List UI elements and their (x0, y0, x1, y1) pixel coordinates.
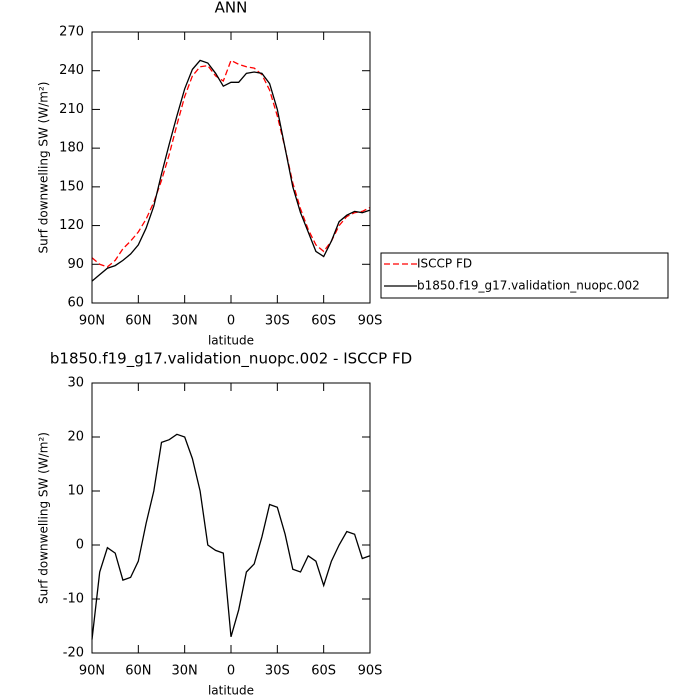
y-tick-label: 210 (59, 102, 84, 117)
series-line (91, 433, 371, 640)
x-tick-label: 30N (172, 664, 198, 679)
chart-title: ANN (215, 0, 248, 17)
x-axis-label: latitude (208, 684, 254, 698)
x-tick-label: 90S (358, 664, 383, 679)
legend-box (380, 252, 669, 299)
chart-title: b1850.f19_g17.validation_nuopc.002 - ISC… (50, 350, 412, 369)
y-tick-label: 20 (67, 430, 84, 445)
x-tick-label: 60S (311, 664, 336, 679)
y-tick-label: -10 (63, 592, 84, 607)
x-tick-label: 30N (172, 314, 198, 329)
y-tick-label: 120 (59, 218, 84, 233)
legend-label: b1850.f19_g17.validation_nuopc.002 (417, 279, 640, 293)
x-tick-label: 60N (125, 664, 151, 679)
y-tick-label: 180 (59, 141, 84, 156)
y-axis-label: Surf downwelling SW (W/m²) (37, 432, 51, 604)
x-tick-label: 30S (265, 664, 290, 679)
x-tick-label: 60N (125, 314, 151, 329)
plot-frame (91, 382, 371, 654)
y-tick-label: 270 (59, 25, 84, 40)
x-tick-label: 90S (358, 314, 383, 329)
y-tick-label: 10 (67, 484, 84, 499)
y-tick-label: 0 (76, 538, 84, 553)
series-line (91, 59, 371, 282)
x-tick-label: 60S (311, 314, 336, 329)
y-tick-label: 150 (59, 179, 84, 194)
x-tick-label: 30S (265, 314, 290, 329)
y-tick-label: 240 (59, 63, 84, 78)
y-tick-label: -20 (63, 646, 84, 661)
x-tick-label: 0 (227, 664, 235, 679)
y-axis-label: Surf downwelling SW (W/m²) (37, 82, 51, 254)
y-tick-label: 90 (67, 257, 84, 272)
legend-label: ISCCP FD (417, 257, 472, 271)
y-tick-label: 30 (67, 376, 84, 391)
x-axis-label: latitude (208, 334, 254, 348)
x-tick-label: 90N (79, 664, 105, 679)
series-line (91, 59, 371, 268)
x-tick-label: 0 (227, 314, 235, 329)
x-tick-label: 90N (79, 314, 105, 329)
plot-frame (91, 31, 371, 304)
y-tick-label: 60 (67, 296, 84, 311)
